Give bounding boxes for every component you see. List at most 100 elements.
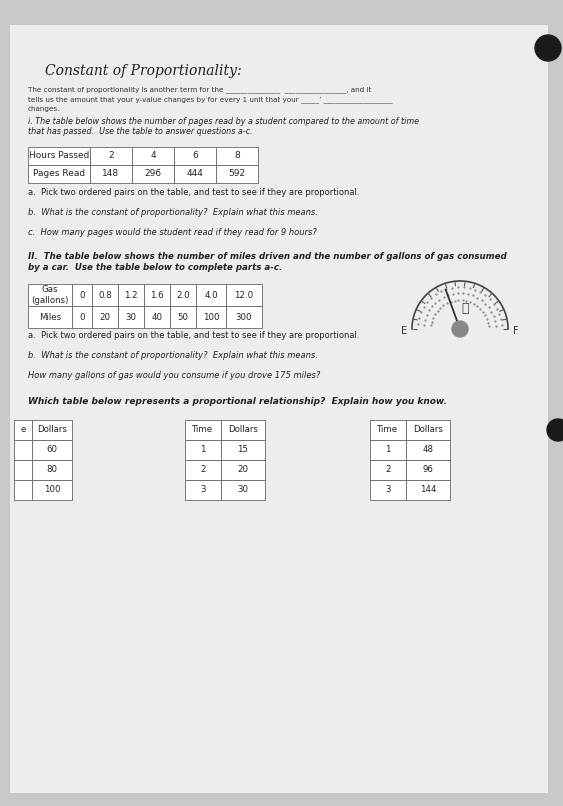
Bar xyxy=(32,420,72,440)
Bar xyxy=(185,420,221,440)
Text: 8: 8 xyxy=(234,152,240,160)
Bar xyxy=(72,284,92,306)
Text: 100: 100 xyxy=(203,313,219,322)
Text: 300: 300 xyxy=(236,313,252,322)
Text: i. The table below shows the number of pages read by a student compared to the a: i. The table below shows the number of p… xyxy=(28,117,419,126)
Bar xyxy=(174,147,216,165)
Text: Time: Time xyxy=(377,426,399,434)
Bar xyxy=(132,165,174,183)
Text: 1.2: 1.2 xyxy=(124,290,138,300)
Bar xyxy=(406,440,450,460)
Text: 444: 444 xyxy=(186,169,203,178)
Text: Pages Read: Pages Read xyxy=(33,169,85,178)
Bar xyxy=(14,440,32,460)
Text: 1: 1 xyxy=(200,446,205,455)
Text: b.  What is the constant of proportionality?  Explain what this means.: b. What is the constant of proportionali… xyxy=(28,351,318,360)
Text: 6: 6 xyxy=(192,152,198,160)
Text: 0.8: 0.8 xyxy=(98,290,112,300)
Text: 80: 80 xyxy=(47,466,57,475)
Text: 100: 100 xyxy=(44,485,60,495)
Bar xyxy=(28,147,90,165)
Text: changes.: changes. xyxy=(28,106,60,112)
Bar xyxy=(14,460,32,480)
Text: The constant of proportionality is another term for the _______________  _______: The constant of proportionality is anoth… xyxy=(28,86,372,93)
Text: 3: 3 xyxy=(385,485,391,495)
Text: that has passed.  Use the table to answer questions a-c.: that has passed. Use the table to answer… xyxy=(28,127,252,136)
Text: Gas
(gallons): Gas (gallons) xyxy=(32,285,69,305)
Text: a.  Pick two ordered pairs on the table, and test to see if they are proportiona: a. Pick two ordered pairs on the table, … xyxy=(28,188,360,197)
Text: Dollars: Dollars xyxy=(413,426,443,434)
Bar xyxy=(92,284,118,306)
Text: How many gallons of gas would you consume if you drove 175 miles?: How many gallons of gas would you consum… xyxy=(28,371,320,380)
Text: 12.0: 12.0 xyxy=(234,290,253,300)
Text: ⛽: ⛽ xyxy=(461,302,469,315)
Text: 2: 2 xyxy=(385,466,391,475)
Bar xyxy=(406,420,450,440)
Text: 30: 30 xyxy=(238,485,248,495)
Bar xyxy=(170,306,196,328)
Bar xyxy=(32,440,72,460)
Text: 1.6: 1.6 xyxy=(150,290,164,300)
Bar xyxy=(90,165,132,183)
Bar xyxy=(185,460,221,480)
Text: Dollars: Dollars xyxy=(37,426,67,434)
Text: 40: 40 xyxy=(151,313,163,322)
Text: 48: 48 xyxy=(422,446,434,455)
Bar xyxy=(90,147,132,165)
Text: tells us the amount that your y-value changes by for every 1 unit that your ____: tells us the amount that your y-value ch… xyxy=(28,96,392,102)
Bar xyxy=(132,147,174,165)
Bar xyxy=(226,284,262,306)
Bar xyxy=(221,480,265,500)
Bar xyxy=(196,284,226,306)
Bar xyxy=(170,284,196,306)
Text: by a car.  Use the table below to complete parts a-c.: by a car. Use the table below to complet… xyxy=(28,263,282,272)
Text: F: F xyxy=(513,326,519,336)
Text: 96: 96 xyxy=(423,466,434,475)
Bar xyxy=(32,480,72,500)
Text: a.  Pick two ordered pairs on the table, and test to see if they are proportiona: a. Pick two ordered pairs on the table, … xyxy=(28,331,360,340)
Text: 50: 50 xyxy=(177,313,189,322)
Bar xyxy=(144,284,170,306)
Bar xyxy=(370,440,406,460)
Text: II.  The table below shows the number of miles driven and the number of gallons : II. The table below shows the number of … xyxy=(28,252,507,261)
Text: e: e xyxy=(20,426,26,434)
Bar xyxy=(72,306,92,328)
Bar xyxy=(221,420,265,440)
Text: Constant of Proportionality:: Constant of Proportionality: xyxy=(45,64,242,78)
Bar xyxy=(92,306,118,328)
Text: Which table below represents a proportional relationship?  Explain how you know.: Which table below represents a proportio… xyxy=(28,397,447,406)
Text: 20: 20 xyxy=(238,466,248,475)
Text: 4: 4 xyxy=(150,152,156,160)
Text: 2: 2 xyxy=(108,152,114,160)
Bar xyxy=(118,306,144,328)
Bar xyxy=(28,306,72,328)
Text: Time: Time xyxy=(193,426,213,434)
Bar xyxy=(196,306,226,328)
Text: 60: 60 xyxy=(47,446,57,455)
Bar xyxy=(370,420,406,440)
Bar xyxy=(370,460,406,480)
Bar xyxy=(226,306,262,328)
Text: E: E xyxy=(401,326,407,336)
Bar xyxy=(216,165,258,183)
Bar xyxy=(370,480,406,500)
Bar xyxy=(28,284,72,306)
Bar xyxy=(185,440,221,460)
Text: b.  What is the constant of proportionality?  Explain what this means.: b. What is the constant of proportionali… xyxy=(28,208,318,217)
Text: 0: 0 xyxy=(79,313,85,322)
Text: 144: 144 xyxy=(420,485,436,495)
Text: 2.0: 2.0 xyxy=(176,290,190,300)
Bar xyxy=(185,480,221,500)
Text: 15: 15 xyxy=(238,446,248,455)
Bar xyxy=(216,147,258,165)
Text: Hours Passed: Hours Passed xyxy=(29,152,89,160)
Bar xyxy=(14,480,32,500)
Bar xyxy=(14,420,32,440)
Text: 592: 592 xyxy=(229,169,245,178)
Text: 30: 30 xyxy=(126,313,136,322)
Text: 296: 296 xyxy=(145,169,162,178)
Bar xyxy=(118,284,144,306)
Bar xyxy=(221,460,265,480)
Text: 3: 3 xyxy=(200,485,205,495)
Circle shape xyxy=(452,321,468,337)
